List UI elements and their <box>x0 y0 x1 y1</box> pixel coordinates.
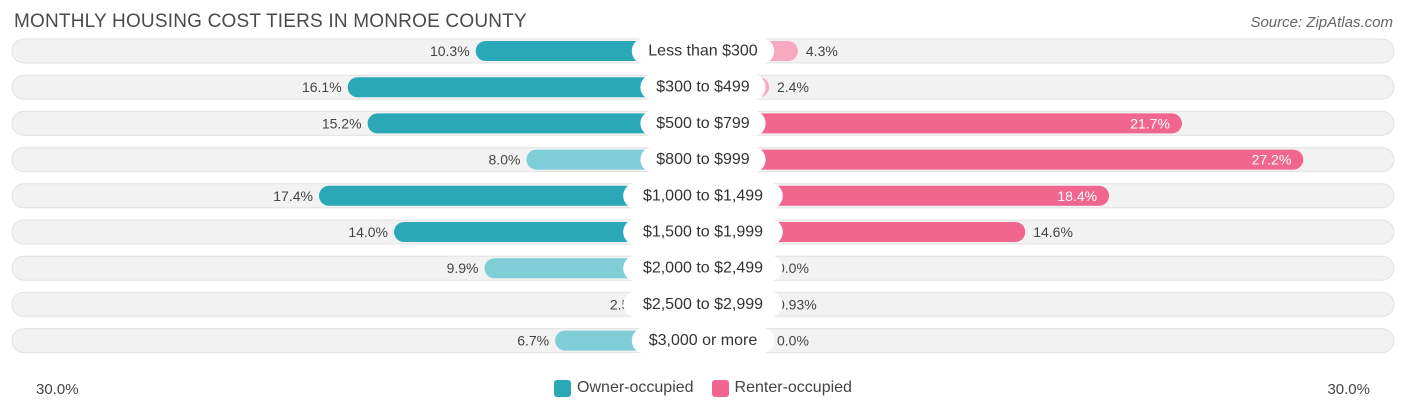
category-pill <box>631 327 775 354</box>
value-label-renter: 0.93% <box>777 296 817 312</box>
legend-label-owner: Owner-occupied <box>577 379 694 396</box>
category-pill <box>623 291 783 318</box>
category-pill <box>640 110 766 137</box>
bar-renter <box>703 222 1026 242</box>
value-label-renter: 0.0% <box>777 333 809 349</box>
category-label: Less than $300 <box>648 43 758 60</box>
category-pill <box>640 146 766 173</box>
bar-renter <box>703 185 1110 206</box>
category-label: $300 to $499 <box>656 79 750 96</box>
value-label-owner: 14.0% <box>348 224 388 240</box>
chart-title: MONTHLY HOUSING COST TIERS IN MONROE COU… <box>14 11 527 32</box>
value-label-renter: 4.3% <box>806 43 838 59</box>
legend-swatch-renter <box>711 379 729 397</box>
category-pill <box>640 74 766 101</box>
value-label-owner: 10.3% <box>430 43 470 59</box>
category-label: $2,500 to $2,999 <box>643 296 763 313</box>
category-pill <box>631 38 775 64</box>
legend-item-owner: Owner-occupied <box>554 379 694 397</box>
bar-owner <box>318 185 703 206</box>
value-label-renter: 2.4% <box>777 79 809 95</box>
legend: Owner-occupied Renter-occupied <box>0 379 1406 397</box>
legend-swatch-owner <box>554 379 572 397</box>
value-label-renter: 21.7% <box>1130 115 1170 131</box>
value-label-owner: 6.7% <box>517 333 549 349</box>
value-label-owner: 17.4% <box>273 188 313 204</box>
legend-item-renter: Renter-occupied <box>711 379 852 397</box>
value-label-owner: 8.0% <box>489 152 521 168</box>
axis-label-left: 30.0% <box>36 381 79 398</box>
category-pill <box>623 255 783 282</box>
category-pill <box>623 219 783 245</box>
category-label: $1,500 to $1,999 <box>643 224 763 241</box>
value-label-owner: 9.9% <box>447 260 479 276</box>
bar-renter <box>703 113 1182 134</box>
category-label: $800 to $999 <box>656 151 750 168</box>
category-label: $500 to $799 <box>656 115 750 132</box>
axis-label-right: 30.0% <box>1327 381 1370 398</box>
value-label-owner: 15.2% <box>322 115 362 131</box>
bar-owner <box>367 113 703 134</box>
value-label-renter: 27.2% <box>1252 152 1292 168</box>
value-label-renter: 14.6% <box>1033 224 1073 240</box>
category-label: $2,000 to $2,499 <box>643 260 763 277</box>
value-label-renter: 0.0% <box>777 260 809 276</box>
bar-renter <box>703 149 1304 170</box>
legend-label-renter: Renter-occupied <box>734 379 852 396</box>
source-note: Source: ZipAtlas.com <box>1250 14 1393 31</box>
value-label-renter: 18.4% <box>1057 188 1097 204</box>
category-label: $3,000 or more <box>649 332 758 349</box>
value-label-owner: 16.1% <box>302 79 342 95</box>
category-pill <box>623 182 783 209</box>
bar-owner <box>347 77 703 98</box>
category-label: $1,000 to $1,499 <box>643 187 763 204</box>
